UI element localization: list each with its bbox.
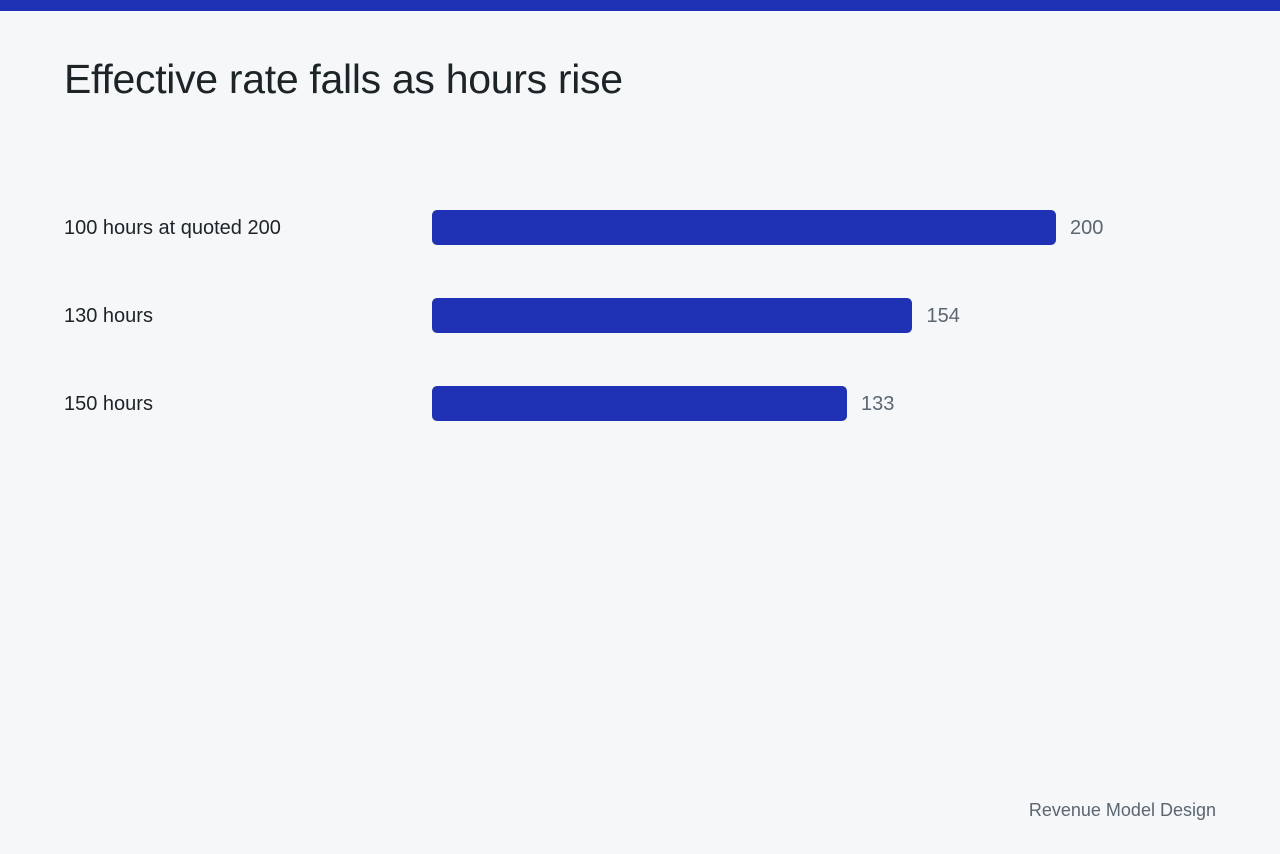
footer-label: Revenue Model Design <box>1028 800 1216 820</box>
bar <box>432 386 847 421</box>
bar <box>432 210 1056 245</box>
bar-category-label: 100 hours at quoted 200 <box>64 217 281 239</box>
bar-value-label: 133 <box>860 393 895 415</box>
bar-value-label: 200 <box>1070 217 1104 239</box>
bar-row: 100 hours at quoted 200 200 <box>0 210 1280 246</box>
bar-value-label: 154 <box>926 305 960 327</box>
bar-category-label: 130 hours <box>64 305 153 327</box>
bar <box>432 298 913 333</box>
bar-row: 130 hours 154 <box>0 298 1280 334</box>
bar-category-label: 150 hours <box>64 393 153 415</box>
chart-title: Effective rate falls as hours rise <box>64 56 623 102</box>
top-accent-bar <box>0 0 1280 11</box>
bar-row: 150 hours 133 <box>0 386 1280 422</box>
